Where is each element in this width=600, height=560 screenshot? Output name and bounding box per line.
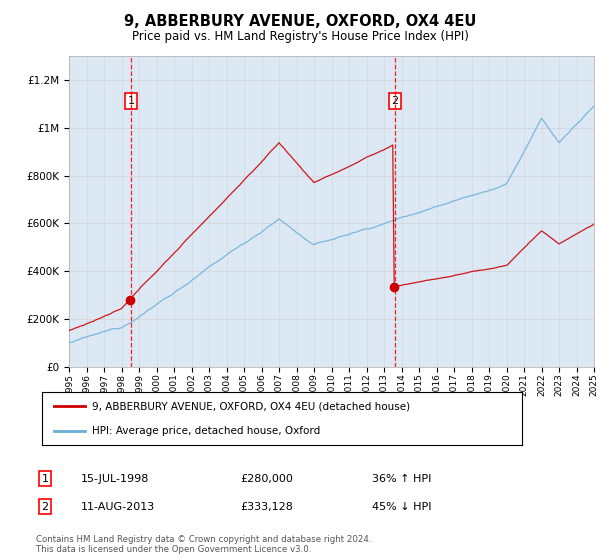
Text: Contains HM Land Registry data © Crown copyright and database right 2024.
This d: Contains HM Land Registry data © Crown c… [36,535,371,554]
Text: £333,128: £333,128 [240,502,293,512]
Text: 11-AUG-2013: 11-AUG-2013 [81,502,155,512]
Text: HPI: Average price, detached house, Oxford: HPI: Average price, detached house, Oxfo… [92,426,320,436]
Text: 36% ↑ HPI: 36% ↑ HPI [372,474,431,484]
Text: 45% ↓ HPI: 45% ↓ HPI [372,502,431,512]
Bar [131,56,395,367]
Text: 9, ABBERBURY AVENUE, OXFORD, OX4 4EU (detached house): 9, ABBERBURY AVENUE, OXFORD, OX4 4EU (de… [92,402,410,412]
Text: 2: 2 [391,96,398,106]
Text: 9, ABBERBURY AVENUE, OXFORD, OX4 4EU: 9, ABBERBURY AVENUE, OXFORD, OX4 4EU [124,14,476,29]
Text: 1: 1 [127,96,134,106]
Text: 1: 1 [41,474,49,484]
Text: 15-JUL-1998: 15-JUL-1998 [81,474,149,484]
Text: Price paid vs. HM Land Registry's House Price Index (HPI): Price paid vs. HM Land Registry's House … [131,30,469,43]
Text: 2: 2 [41,502,49,512]
Text: £280,000: £280,000 [240,474,293,484]
